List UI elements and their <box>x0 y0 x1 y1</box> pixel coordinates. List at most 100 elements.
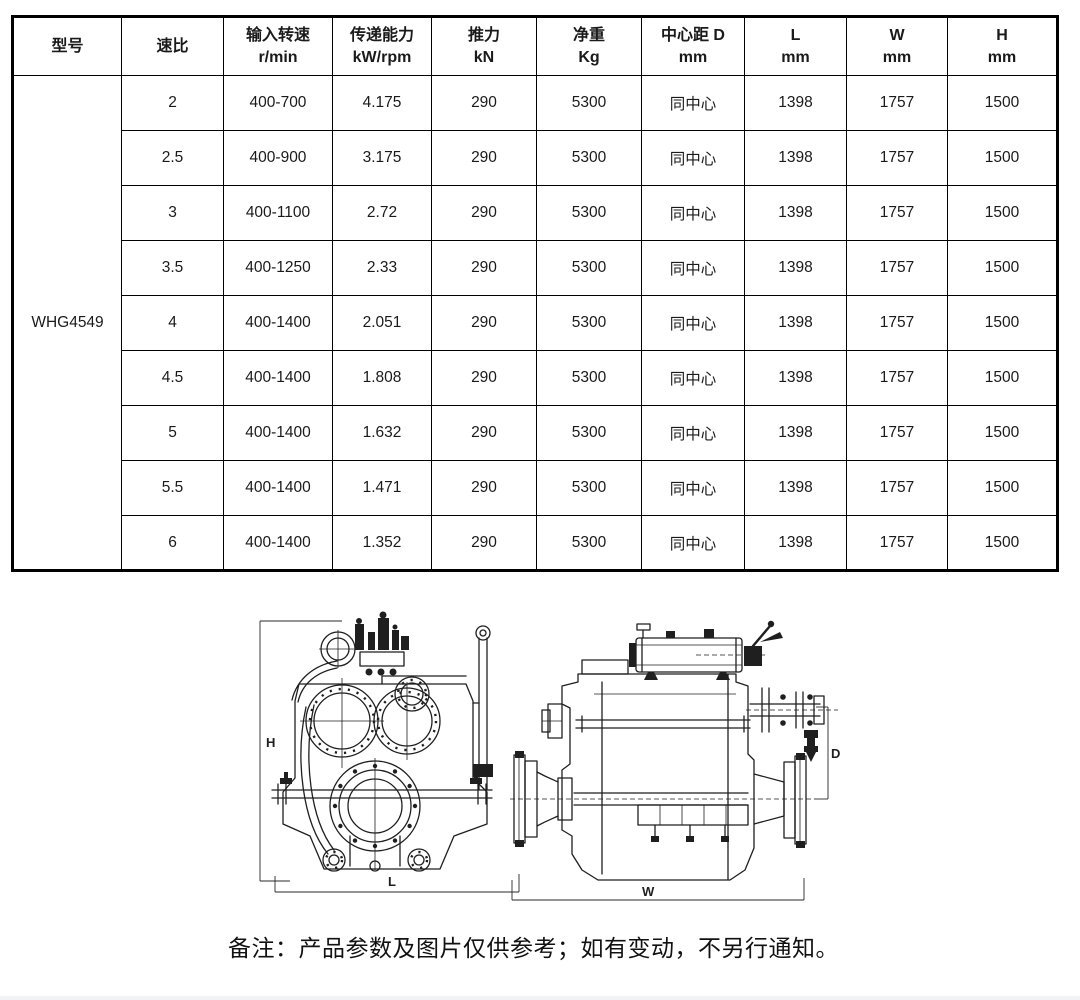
table-row: 2.5 400-900 3.175 290 5300 同中心 1398 1757 1500 <box>13 130 1058 186</box>
dim-label-height: H <box>266 735 275 750</box>
spec-cell: 1757 <box>846 75 948 131</box>
dim-label-length: L <box>388 874 396 889</box>
spec-cell: 1398 <box>744 515 847 571</box>
column-header-7: 中心距 D mm <box>641 16 745 76</box>
spec-cell: 400-1250 <box>223 240 333 296</box>
gearbox-side-view-drawing: W D <box>510 620 840 901</box>
spec-cell: 5300 <box>536 130 642 186</box>
valve-handle <box>744 620 783 666</box>
spec-cell: 290 <box>431 350 537 406</box>
front-shaft-stub <box>541 703 563 739</box>
spec-cell: 400-700 <box>223 75 333 131</box>
spec-cell: 1757 <box>846 240 948 296</box>
spec-cell: 1500 <box>947 405 1058 461</box>
spec-cell: 5300 <box>536 295 642 351</box>
spec-cell: 400-1400 <box>223 460 333 516</box>
spec-cell: 2.051 <box>332 295 432 351</box>
header-line2: kW/rpm <box>352 48 412 66</box>
dimension-lines <box>511 706 829 901</box>
spec-cell: 1500 <box>947 130 1058 186</box>
column-header-2: 速比 <box>121 16 224 76</box>
header-line1: L <box>790 26 801 44</box>
column-header-6: 净重 Kg <box>536 16 642 76</box>
dim-label-center-distance: D <box>831 746 840 761</box>
header-line2: r/min <box>258 48 298 66</box>
spec-cell: 同中心 <box>641 240 745 296</box>
spec-cell: 1500 <box>947 75 1058 131</box>
spec-cell: 5300 <box>536 75 642 131</box>
housing-outline <box>561 673 755 881</box>
remark-note: 备注：产品参数及图片仅供参考；如有变动，不另行通知。 <box>228 935 839 961</box>
spec-cell: 1.352 <box>332 515 432 571</box>
spec-cell: 1398 <box>744 240 847 296</box>
column-header-4: 传递能力 kW/rpm <box>332 16 432 76</box>
spec-cell: 290 <box>431 240 537 296</box>
spec-cell: 2.33 <box>332 240 432 296</box>
spec-cell: 3.175 <box>332 130 432 186</box>
spec-cell: 3.5 <box>121 240 224 296</box>
bottom-ribs <box>637 804 749 842</box>
spec-cell: 290 <box>431 515 537 571</box>
output-flange <box>329 758 421 870</box>
spec-cell: 5300 <box>536 460 642 516</box>
oil-pump <box>319 630 357 668</box>
spec-cell: 1.471 <box>332 460 432 516</box>
table-row: 4 400-1400 2.051 290 5300 同中心 1398 1757 1500 <box>13 295 1058 351</box>
spec-cell: 3 <box>121 185 224 241</box>
header-line1: 中心距 D <box>660 26 725 44</box>
header-line1: 速比 <box>156 37 189 55</box>
table-row: 3 400-1100 2.72 290 5300 同中心 1398 1757 1500 <box>13 185 1058 241</box>
hose-lines <box>291 660 338 855</box>
input-coupling <box>746 687 838 762</box>
spec-cell: 1500 <box>947 185 1058 241</box>
spec-cell: 290 <box>431 405 537 461</box>
upper-bearing-flanges <box>300 678 441 768</box>
side-bracket <box>472 625 493 791</box>
spec-cell: 400-1400 <box>223 405 333 461</box>
spec-cell: 2.72 <box>332 185 432 241</box>
spec-cell: 同中心 <box>641 130 745 186</box>
spec-cell: 290 <box>431 130 537 186</box>
spec-cell: 1500 <box>947 460 1058 516</box>
spec-cell: 400-1400 <box>223 350 333 406</box>
dim-label-width: W <box>642 884 655 899</box>
header-line1: 净重 <box>572 26 605 44</box>
spec-cell: 400-1400 <box>223 295 333 351</box>
spec-cell: 1757 <box>846 460 948 516</box>
spec-cell: 5 <box>121 405 224 461</box>
column-header-3: 输入转速 r/min <box>223 16 333 76</box>
column-header-1: 型号 <box>12 16 122 76</box>
spec-cell: 4.175 <box>332 75 432 131</box>
spec-cell: 4 <box>121 295 224 351</box>
spec-cell: 1757 <box>846 185 948 241</box>
header-line2: mm <box>987 48 1017 66</box>
spec-cell: 1398 <box>744 75 847 131</box>
manifold <box>359 651 405 667</box>
dimension-lines <box>259 620 520 893</box>
spec-cell: 同中心 <box>641 75 745 131</box>
table-row: 6 400-1400 1.352 290 5300 同中心 1398 1757 1500 <box>13 515 1058 571</box>
spec-cell: 同中心 <box>641 460 745 516</box>
upper-rail <box>575 715 751 733</box>
table-row: 4.5 400-1400 1.808 290 5300 同中心 1398 1757 1500 <box>13 350 1058 406</box>
spec-cell: 5300 <box>536 240 642 296</box>
spec-cell: 1.632 <box>332 405 432 461</box>
spec-cell: 1500 <box>947 515 1058 571</box>
header-line2: Kg <box>578 48 600 66</box>
spec-cell: 同中心 <box>641 515 745 571</box>
gearbox-front-view-drawing: H L <box>259 611 520 893</box>
spec-cell: 290 <box>431 185 537 241</box>
spec-cell: 1398 <box>744 350 847 406</box>
bottom-idlers <box>322 848 431 872</box>
spec-cell: 1757 <box>846 405 948 461</box>
input-bearing-cover <box>394 676 430 712</box>
header-line2: mm <box>678 48 708 66</box>
spec-cell: 5300 <box>536 405 642 461</box>
spec-cell: 同中心 <box>641 295 745 351</box>
